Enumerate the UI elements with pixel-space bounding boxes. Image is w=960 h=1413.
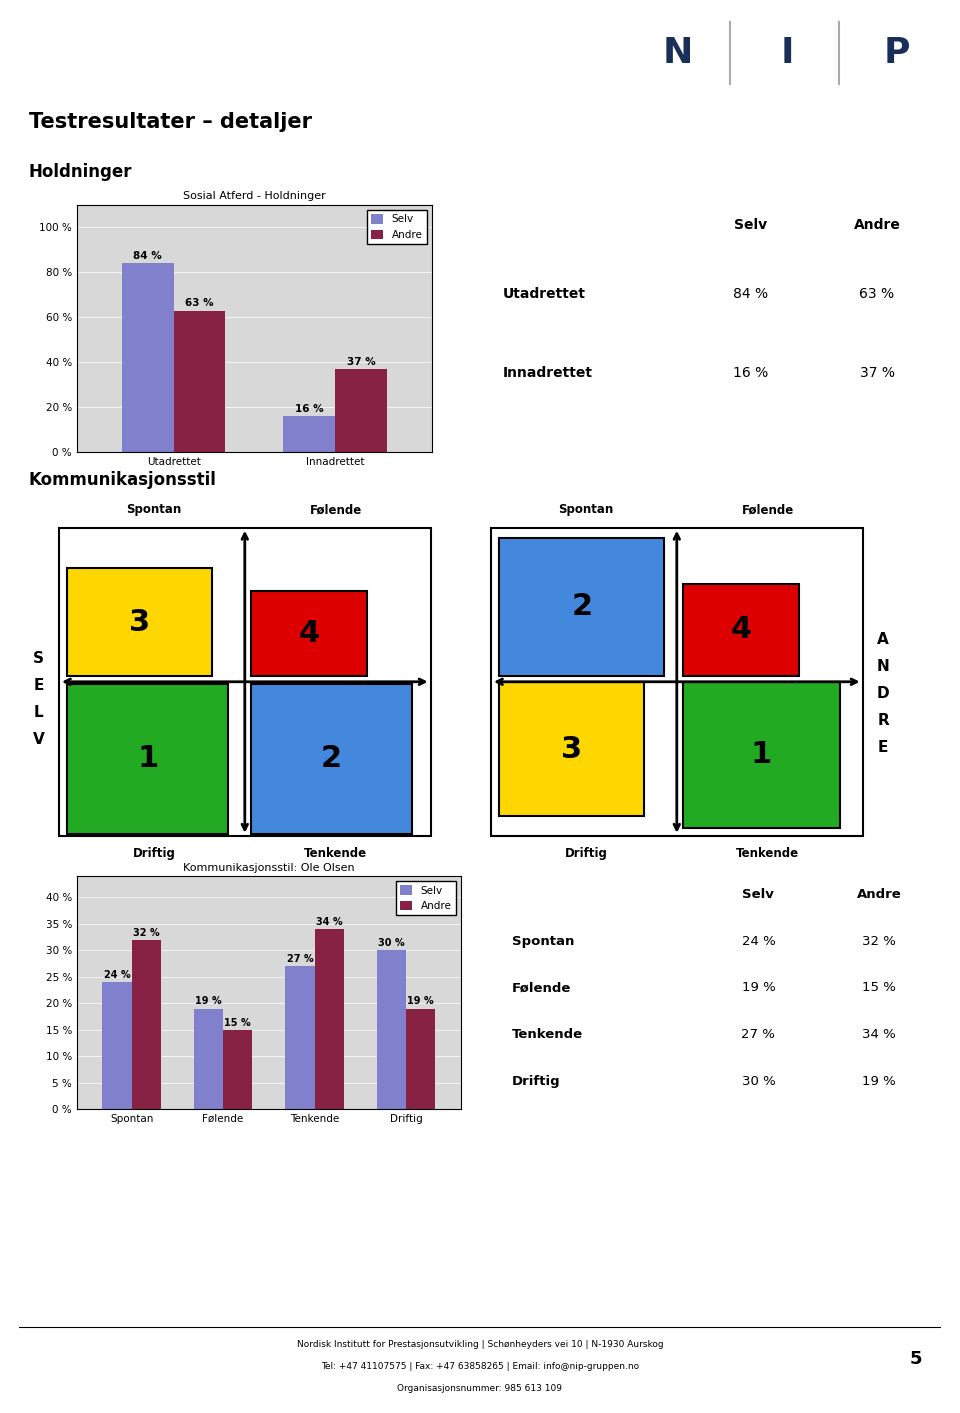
Text: 15 %: 15 % <box>225 1017 251 1027</box>
Text: 16 %: 16 % <box>733 366 768 380</box>
Text: Følende: Følende <box>741 503 794 516</box>
Text: Følende: Følende <box>309 503 362 516</box>
Text: 27 %: 27 % <box>287 954 313 964</box>
Text: Spontan: Spontan <box>127 503 181 516</box>
Bar <box>683 584 799 675</box>
Bar <box>174 311 226 452</box>
Bar <box>103 982 132 1109</box>
Text: 1: 1 <box>751 740 772 769</box>
Text: L: L <box>34 705 43 721</box>
Bar <box>491 528 862 835</box>
Text: 16 %: 16 % <box>295 404 324 414</box>
Text: Nordisk Institutt for Prestasjonsutvikling | Schønheyders vei 10 | N-1930 Aursko: Nordisk Institutt for Prestasjonsutvikli… <box>297 1340 663 1348</box>
Text: Tenkende: Tenkende <box>736 848 799 861</box>
Bar <box>285 966 315 1109</box>
Title: Kommunikasjonsstil: Ole Olsen: Kommunikasjonsstil: Ole Olsen <box>183 862 354 872</box>
Text: R: R <box>877 712 889 728</box>
Bar <box>251 684 412 834</box>
Title: Sosial Atferd - Holdninger: Sosial Atferd - Holdninger <box>183 191 325 201</box>
Text: 24 %: 24 % <box>104 969 131 981</box>
Text: 19 %: 19 % <box>407 996 434 1006</box>
Text: Selv: Selv <box>734 218 767 232</box>
Text: E: E <box>34 678 43 694</box>
Text: Driftig: Driftig <box>564 848 608 861</box>
Text: Testresultater – detaljer: Testresultater – detaljer <box>29 112 312 131</box>
Text: 5: 5 <box>910 1351 923 1368</box>
Text: N: N <box>662 35 693 71</box>
Text: I: I <box>780 35 794 71</box>
Bar <box>376 950 406 1109</box>
Text: 32 %: 32 % <box>133 927 159 938</box>
Bar <box>335 369 387 452</box>
Legend: Selv, Andre: Selv, Andre <box>367 211 427 244</box>
Text: Andre: Andre <box>857 889 901 901</box>
Text: 30 %: 30 % <box>378 938 404 948</box>
Text: S: S <box>33 651 44 666</box>
Text: V: V <box>33 732 44 747</box>
Text: 4: 4 <box>299 619 320 649</box>
Bar <box>67 684 228 834</box>
Text: P: P <box>883 35 910 71</box>
Text: 4: 4 <box>731 615 752 644</box>
Text: Holdninger: Holdninger <box>29 164 132 181</box>
Text: E: E <box>878 739 888 755</box>
Text: Driftig: Driftig <box>132 848 176 861</box>
Bar <box>251 592 367 675</box>
Bar <box>406 1009 435 1109</box>
Bar <box>499 682 644 817</box>
Bar <box>67 568 212 675</box>
Text: Kommunikasjonsstil: Kommunikasjonsstil <box>29 472 217 489</box>
Text: Spontan: Spontan <box>559 503 613 516</box>
Bar <box>283 417 335 452</box>
Bar <box>223 1030 252 1109</box>
Bar <box>683 682 840 828</box>
Text: Driftig: Driftig <box>513 1075 561 1088</box>
Text: 84 %: 84 % <box>733 287 768 301</box>
Text: 30 %: 30 % <box>741 1075 776 1088</box>
Bar <box>122 263 174 452</box>
Text: Tenkende: Tenkende <box>513 1029 584 1041</box>
Bar <box>60 528 430 835</box>
Bar <box>194 1009 223 1109</box>
Text: Spontan: Spontan <box>513 935 574 948</box>
Text: 32 %: 32 % <box>862 935 897 948</box>
Text: Selv: Selv <box>742 889 775 901</box>
Text: 27 %: 27 % <box>741 1029 776 1041</box>
Bar <box>499 537 664 675</box>
Text: A: A <box>877 632 889 647</box>
Text: 37 %: 37 % <box>859 366 895 380</box>
Text: Tenkende: Tenkende <box>304 848 367 861</box>
Text: Følende: Følende <box>513 982 571 995</box>
Legend: Selv, Andre: Selv, Andre <box>396 882 456 916</box>
Text: 19 %: 19 % <box>862 1075 897 1088</box>
Text: 3: 3 <box>129 608 150 637</box>
Text: 15 %: 15 % <box>862 982 897 995</box>
Text: D: D <box>876 685 890 701</box>
Text: Tel: +47 41107575 | Fax: +47 63858265 | Email: info@nip-gruppen.no: Tel: +47 41107575 | Fax: +47 63858265 | … <box>321 1362 639 1371</box>
Text: 2: 2 <box>571 592 592 622</box>
Text: 1: 1 <box>137 745 158 773</box>
Bar <box>315 930 344 1109</box>
Text: 63 %: 63 % <box>185 298 214 308</box>
Text: Innadrettet: Innadrettet <box>503 366 592 380</box>
Text: 34 %: 34 % <box>316 917 343 927</box>
Text: 34 %: 34 % <box>862 1029 897 1041</box>
Text: 19 %: 19 % <box>741 982 776 995</box>
Text: 2: 2 <box>321 745 342 773</box>
Text: 37 %: 37 % <box>347 356 375 367</box>
Text: Organisasjonsnummer: 985 613 109: Organisasjonsnummer: 985 613 109 <box>397 1383 563 1393</box>
Text: 19 %: 19 % <box>195 996 222 1006</box>
Text: 3: 3 <box>561 735 582 763</box>
Bar <box>132 940 161 1109</box>
Text: Utadrettet: Utadrettet <box>503 287 586 301</box>
Text: 24 %: 24 % <box>741 935 776 948</box>
Text: 63 %: 63 % <box>859 287 895 301</box>
Text: N: N <box>876 658 890 674</box>
Text: Andre: Andre <box>853 218 900 232</box>
Text: 84 %: 84 % <box>133 252 162 261</box>
